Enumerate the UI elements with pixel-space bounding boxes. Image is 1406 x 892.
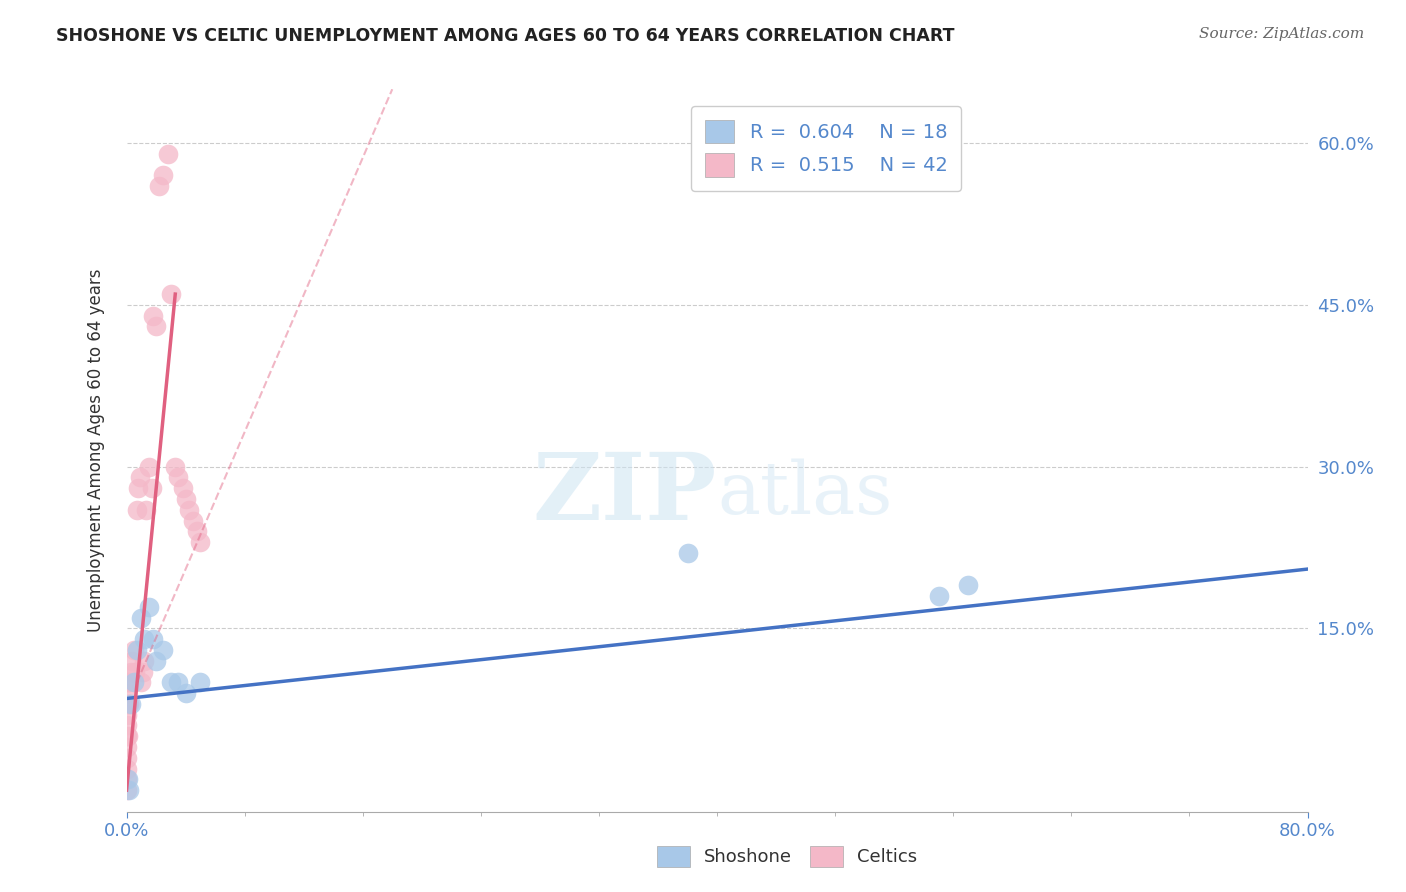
Point — [115, 707, 138, 722]
Point — [160, 287, 183, 301]
Point — [676, 546, 699, 560]
Point — [142, 632, 165, 647]
Point — [124, 665, 146, 679]
Point — [142, 309, 165, 323]
Point — [122, 675, 145, 690]
Y-axis label: Unemployment Among Ages 60 to 64 years: Unemployment Among Ages 60 to 64 years — [87, 268, 105, 632]
Point — [121, 654, 143, 668]
Text: ZIP: ZIP — [533, 449, 717, 539]
Point — [127, 481, 149, 495]
Point — [186, 524, 208, 539]
Point — [156, 147, 179, 161]
Point — [956, 578, 979, 592]
Point — [115, 739, 138, 754]
Point — [118, 697, 141, 711]
Point — [128, 470, 150, 484]
Point — [117, 697, 139, 711]
Point — [120, 697, 142, 711]
Point — [145, 654, 167, 668]
Text: Source: ZipAtlas.com: Source: ZipAtlas.com — [1198, 27, 1364, 41]
Point — [167, 675, 190, 690]
Legend: R =  0.604    N = 18, R =  0.515    N = 42: R = 0.604 N = 18, R = 0.515 N = 42 — [692, 106, 962, 191]
Point — [122, 643, 145, 657]
Point — [167, 470, 190, 484]
Text: atlas: atlas — [717, 458, 893, 529]
Point — [125, 502, 148, 516]
Point — [145, 319, 167, 334]
Text: SHOSHONE VS CELTIC UNEMPLOYMENT AMONG AGES 60 TO 64 YEARS CORRELATION CHART: SHOSHONE VS CELTIC UNEMPLOYMENT AMONG AG… — [56, 27, 955, 45]
Point — [117, 772, 139, 787]
Legend: Shoshone, Celtics: Shoshone, Celtics — [650, 838, 925, 874]
Point — [174, 686, 197, 700]
Point — [188, 535, 212, 549]
Point — [148, 179, 170, 194]
Point — [138, 459, 160, 474]
Point — [118, 783, 141, 797]
Point — [118, 675, 141, 690]
Point — [129, 610, 153, 624]
Point — [115, 783, 138, 797]
Point — [115, 762, 138, 776]
Point — [181, 514, 204, 528]
Point — [117, 675, 139, 690]
Point — [120, 665, 142, 679]
Point — [172, 481, 194, 495]
Point — [152, 169, 174, 183]
Point — [125, 643, 148, 657]
Point — [928, 589, 950, 603]
Point — [117, 729, 139, 743]
Point — [134, 632, 156, 647]
Point — [174, 491, 197, 506]
Point — [160, 675, 183, 690]
Point — [135, 502, 157, 516]
Point — [129, 675, 153, 690]
Point — [132, 665, 155, 679]
Point — [115, 686, 138, 700]
Point — [177, 502, 200, 516]
Point — [152, 643, 174, 657]
Point — [165, 459, 187, 474]
Point — [138, 599, 160, 614]
Point — [115, 718, 138, 732]
Point — [115, 751, 138, 765]
Point — [115, 729, 138, 743]
Point — [115, 772, 138, 787]
Point — [188, 675, 212, 690]
Point — [115, 697, 138, 711]
Point — [141, 481, 163, 495]
Point — [134, 654, 156, 668]
